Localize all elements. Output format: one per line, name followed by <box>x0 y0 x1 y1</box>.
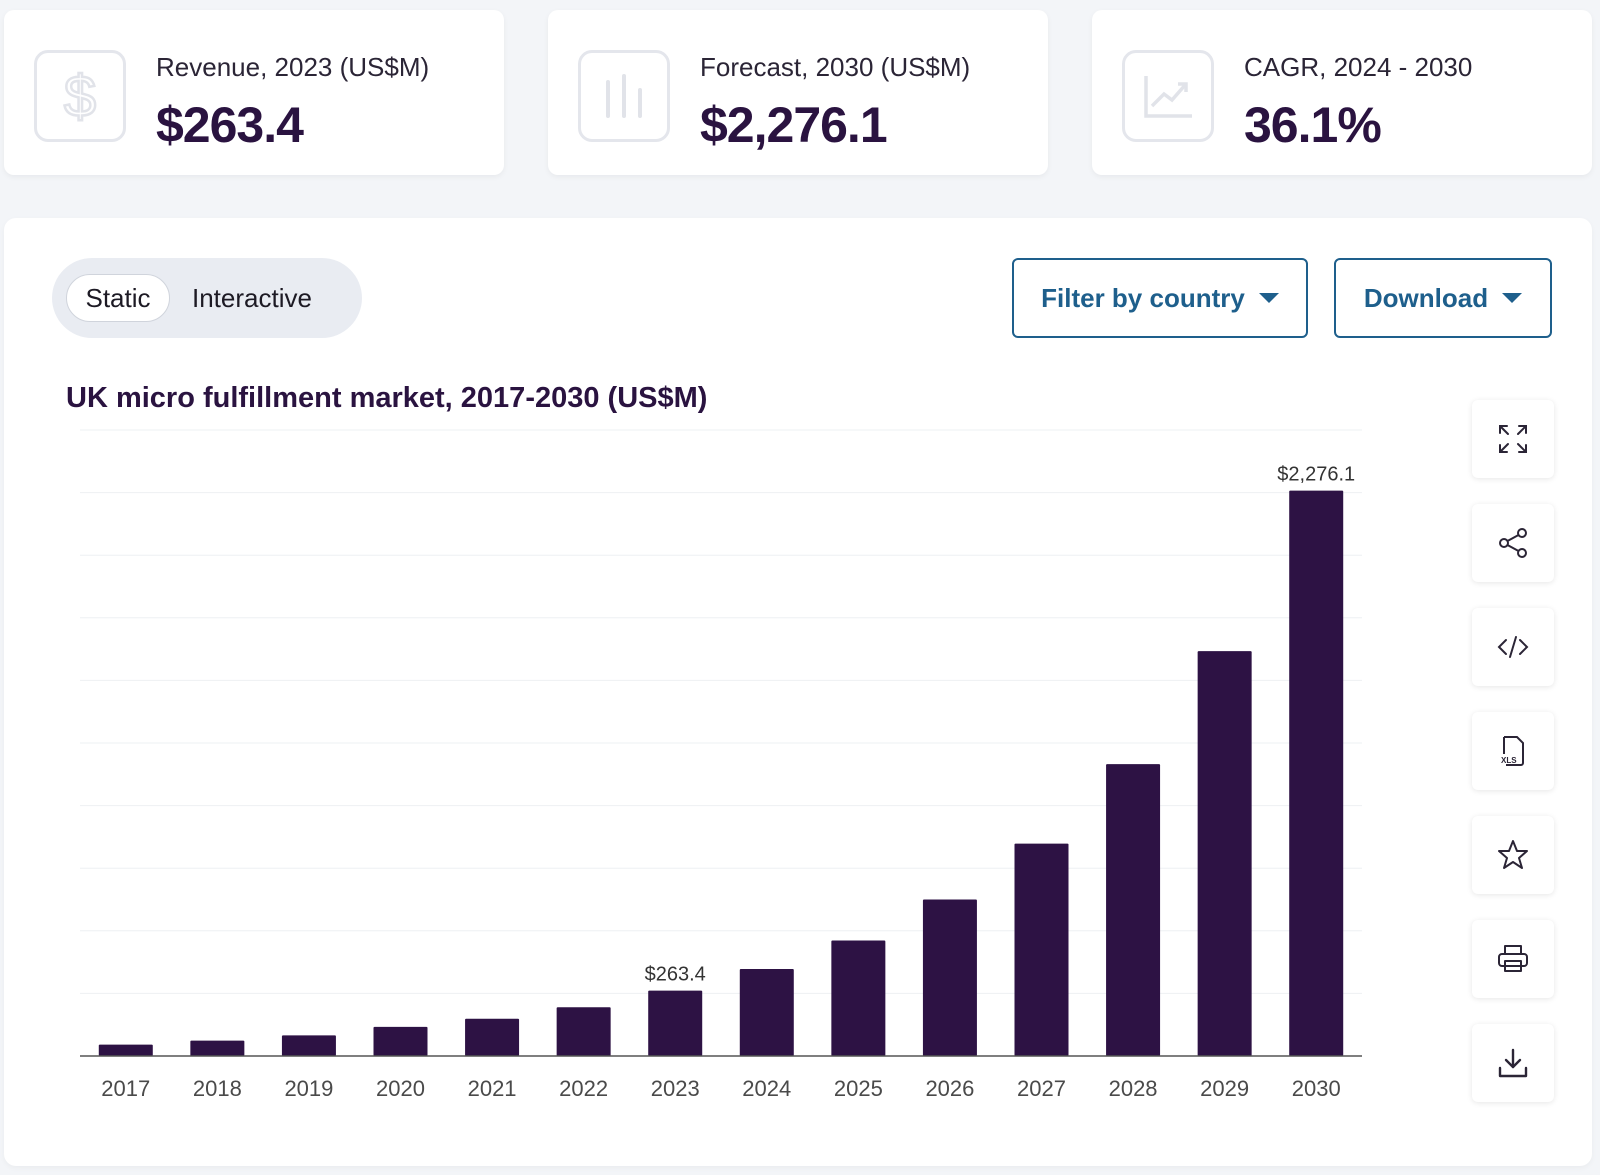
bar-2026[interactable] <box>922 899 977 1057</box>
stat-value: $2,276.1 <box>700 97 888 153</box>
x-tick-label: 2018 <box>193 1076 242 1101</box>
svg-text:XLS: XLS <box>1501 756 1517 765</box>
print-button[interactable] <box>1472 920 1554 998</box>
download-icon <box>1498 1048 1528 1078</box>
bar-2023[interactable] <box>648 990 703 1056</box>
x-tick-label: 2023 <box>651 1076 700 1101</box>
bar-2019[interactable] <box>281 1035 336 1056</box>
data-label: $2,276.1 <box>1277 464 1355 486</box>
share-icon <box>1499 528 1527 558</box>
x-tick-label: 2021 <box>468 1076 517 1101</box>
x-tick-label: 2020 <box>376 1076 425 1101</box>
x-tick-label: 2026 <box>925 1076 974 1101</box>
bar-2022[interactable] <box>556 1007 611 1056</box>
bar-2030[interactable] <box>1289 490 1344 1056</box>
bar-2029[interactable] <box>1197 651 1252 1056</box>
bar-2028[interactable] <box>1106 764 1161 1056</box>
toggle-static-button[interactable]: Static <box>66 274 170 322</box>
stat-label: CAGR, 2024 - 2030 <box>1244 52 1473 82</box>
x-tick-label: 2017 <box>101 1076 150 1101</box>
xls-export-button[interactable]: XLS <box>1472 712 1554 790</box>
stat-value: 36.1% <box>1244 97 1382 153</box>
bar-chart: 2017 2018 2019 2020 2021 2022 2023 $263.4 2024 20… <box>80 429 1362 1101</box>
svg-text:$: $ <box>64 66 96 126</box>
expand-button[interactable] <box>1472 400 1554 478</box>
bar-2018[interactable] <box>190 1040 245 1056</box>
share-button[interactable] <box>1472 504 1554 582</box>
filter-by-country-dropdown[interactable]: Filter by country <box>1012 258 1308 338</box>
stat-card-cagr: CAGR, 2024 - 2030 36.1% <box>1092 10 1592 175</box>
chart-panel: Static Interactive Filter by country Dow… <box>4 218 1592 1166</box>
chart-title: UK micro fulfillment market, 2017-2030 (… <box>66 382 708 414</box>
stat-card-revenue: $ Revenue, 2023 (US$M) $263.4 <box>4 10 504 175</box>
x-tick-label: 2022 <box>559 1076 608 1101</box>
x-tick-label: 2028 <box>1109 1076 1158 1101</box>
trend-up-icon <box>1122 50 1214 142</box>
data-label: $263.4 <box>645 964 706 986</box>
x-tick-label: 2025 <box>834 1076 883 1101</box>
bar-2027[interactable] <box>1014 843 1069 1056</box>
bar-2017[interactable] <box>98 1044 153 1056</box>
x-tick-label: 2030 <box>1292 1076 1341 1101</box>
view-toggle: Static Interactive <box>52 258 362 338</box>
star-icon <box>1498 840 1528 869</box>
stat-label: Revenue, 2023 (US$M) <box>156 52 430 82</box>
favorite-button[interactable] <box>1472 816 1554 894</box>
x-tick-label: 2027 <box>1017 1076 1066 1101</box>
embed-code-icon <box>1497 636 1529 658</box>
download-chart-button[interactable] <box>1472 1024 1554 1102</box>
toggle-interactive-button[interactable]: Interactive <box>192 282 312 313</box>
xls-file-icon: XLS <box>1501 736 1524 766</box>
x-tick-label: 2019 <box>284 1076 333 1101</box>
download-label: Download <box>1363 282 1489 313</box>
bar-2024[interactable] <box>739 969 794 1056</box>
expand-icon <box>1499 425 1527 453</box>
stat-label: Forecast, 2030 (US$M) <box>700 52 971 82</box>
caret-down-icon <box>1502 293 1523 303</box>
bar-2025[interactable] <box>831 940 886 1056</box>
x-tick-label: 2029 <box>1200 1076 1249 1101</box>
bar-2021[interactable] <box>465 1018 520 1056</box>
print-icon <box>1498 945 1528 972</box>
stat-value: $263.4 <box>156 97 304 153</box>
x-tick-label: 2024 <box>742 1076 791 1101</box>
filter-by-country-label: Filter by country <box>1041 282 1245 313</box>
embed-code-button[interactable] <box>1472 608 1554 686</box>
download-dropdown[interactable]: Download <box>1334 258 1552 338</box>
dollar-icon: $ <box>34 50 126 142</box>
caret-down-icon <box>1258 293 1279 303</box>
stat-card-forecast: Forecast, 2030 (US$M) $2,276.1 <box>548 10 1048 175</box>
bar-2020[interactable] <box>373 1026 428 1056</box>
bar-chart-icon <box>578 50 670 142</box>
